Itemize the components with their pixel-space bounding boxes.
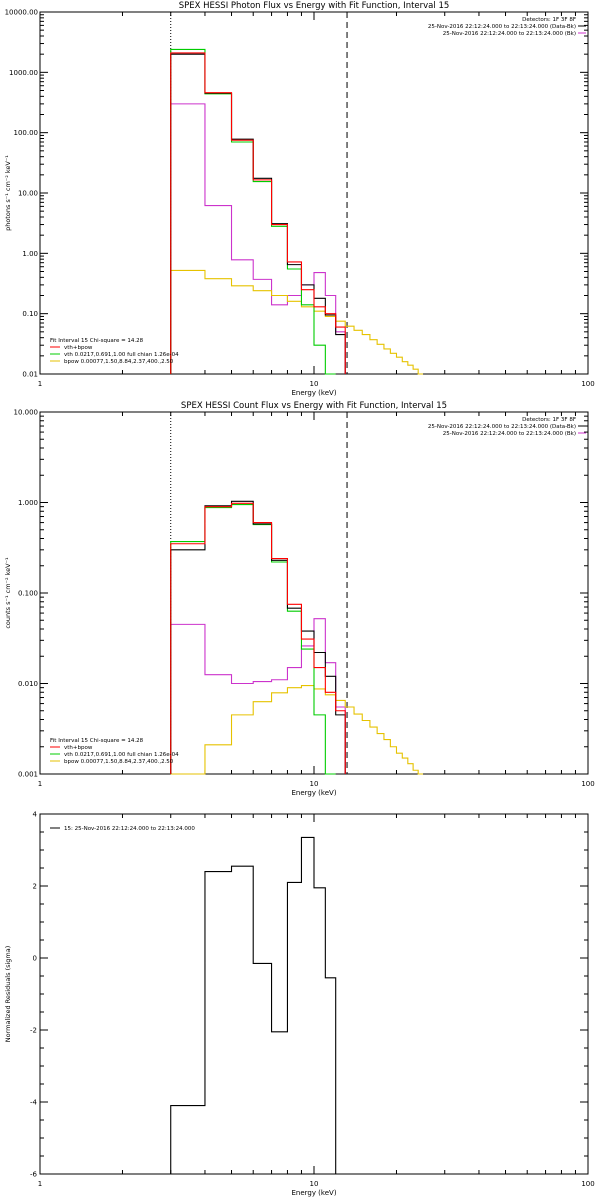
detectors-label: Detectors: 1F 3F 8F — [522, 17, 576, 23]
x-tick-label: 100 — [581, 380, 594, 388]
x-tick-label: 10 — [310, 380, 319, 388]
chart-1: SPEX HESSI Photon Flux vs Energy with Fi… — [4, 1, 595, 397]
x-tick-label: 10 — [310, 1180, 319, 1188]
legend-label: bpow 0.00077,1.50,8.84,2.37,400.,2.50 — [64, 359, 174, 365]
legend-label: vth 0.0217,0.691,1.00 full chian 1.26e-0… — [64, 752, 179, 758]
y-tick-label: 0 — [33, 955, 37, 963]
x-tick-label: 100 — [581, 1180, 594, 1188]
y-axis-label: counts s⁻¹ cm⁻² keV⁻¹ — [4, 557, 12, 629]
y-tick-label: 0.01 — [22, 371, 38, 379]
chart-title: SPEX HESSI Count Flux vs Energy with Fit… — [181, 401, 447, 411]
series-data — [170, 836, 337, 1174]
x-tick-label: 100 — [581, 780, 594, 788]
series-fit_total — [170, 52, 346, 374]
series-vth — [170, 48, 336, 375]
y-tick-label: 0.010 — [18, 680, 38, 688]
series-bk — [170, 103, 346, 374]
time-range-label: 25-Nov-2016 22:12:24.000 to 22:13:24.000… — [443, 431, 576, 437]
series-fit_total — [170, 502, 346, 774]
x-axis-label: Energy (keV) — [291, 789, 336, 797]
legend-label: Fit Interval 15 Chi-square = 14.28 — [50, 738, 144, 744]
y-tick-label: -2 — [30, 1027, 37, 1035]
y-axis-label: Normalized Residuals (sigma) — [4, 946, 12, 1043]
y-tick-label: 10000.00 — [5, 9, 38, 17]
chart-title: SPEX HESSI Photon Flux vs Energy with Fi… — [179, 1, 450, 11]
series-bpow — [170, 684, 424, 775]
legend-label: vth+bpow — [64, 345, 93, 351]
y-tick-label: 100.00 — [14, 129, 39, 137]
legend-label: vth+bpow — [64, 745, 93, 751]
time-range-label: 25-Nov-2016 22:12:24.000 to 22:13:24.000… — [428, 24, 576, 30]
y-tick-label: 1.000 — [18, 499, 38, 507]
x-axis-label: Energy (keV) — [291, 389, 336, 397]
series-data — [170, 500, 346, 774]
legend-label: 15: 25-Nov-2016 22:12:24.000 to 22:13:24… — [64, 826, 195, 832]
legend-label: bpow 0.00077,1.50,8.84,2.37,400.,2.50 — [64, 759, 174, 765]
chart-2: SPEX HESSI Count Flux vs Energy with Fit… — [4, 401, 595, 797]
x-tick-label: 1 — [38, 380, 42, 388]
series-data — [170, 53, 346, 374]
legend-label: vth 0.0217,0.691,1.00 full chian 1.26e-0… — [64, 352, 179, 358]
y-tick-label: 10.00 — [18, 190, 38, 198]
x-axis-label: Energy (keV) — [291, 1189, 336, 1197]
y-tick-label: -4 — [30, 1099, 38, 1107]
chart-3: 1 10 100 Energy (keV) -6 -4 -2 0 2 4 Normalized Re… — [4, 811, 595, 1198]
y-tick-label: 0.10 — [22, 310, 38, 318]
y-tick-label: 0.100 — [18, 590, 38, 598]
x-tick-label: 10 — [310, 780, 319, 788]
y-tick-label: 0.001 — [18, 771, 38, 779]
detectors-label: Detectors: 1F 3F 8F — [522, 417, 576, 423]
y-axis-label: photons s⁻¹ cm⁻² keV⁻¹ — [4, 155, 12, 231]
series-bpow — [170, 269, 424, 375]
time-range-label: 25-Nov-2016 22:12:24.000 to 22:13:24.000… — [443, 31, 576, 37]
y-tick-label: -6 — [30, 1171, 38, 1179]
y-tick-label: 4 — [33, 811, 38, 819]
y-tick-label: 1.00 — [22, 250, 38, 258]
series-bk — [170, 618, 346, 774]
y-tick-label: 1000.00 — [9, 69, 38, 77]
plot-frame — [39, 411, 589, 775]
y-tick-label: 10.000 — [14, 409, 39, 417]
legend-label: Fit Interval 15 Chi-square = 14.28 — [50, 338, 144, 344]
y-tick-label: 2 — [33, 883, 37, 891]
x-tick-label: 1 — [38, 780, 42, 788]
time-range-label: 25-Nov-2016 22:12:24.000 to 22:13:24.000… — [428, 424, 576, 430]
x-tick-label: 1 — [38, 1180, 42, 1188]
